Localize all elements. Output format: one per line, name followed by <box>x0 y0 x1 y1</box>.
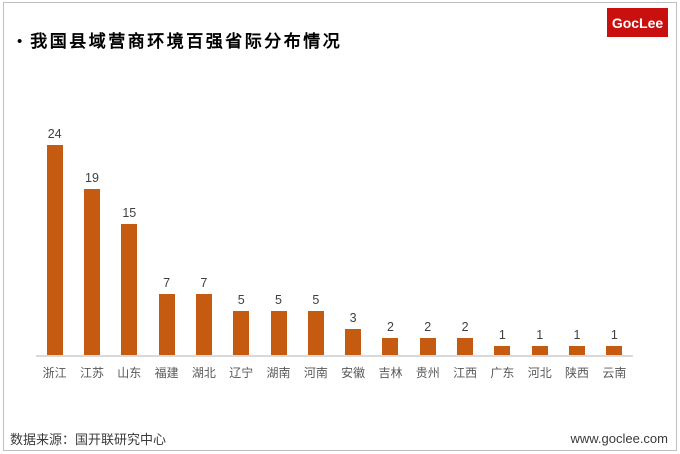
category-label: 河北 <box>527 366 552 380</box>
bar <box>345 328 362 355</box>
category-label: 辽宁 <box>229 366 254 380</box>
bar-column: 1 <box>596 120 633 355</box>
data-source-text: 数据来源：国开联研究中心 <box>10 432 167 447</box>
x-axis-line <box>36 355 633 357</box>
bar <box>382 337 399 355</box>
bar-column: 24 <box>36 120 73 355</box>
category-label: 安徽 <box>341 366 366 380</box>
bar <box>419 337 436 355</box>
bar-column: 1 <box>484 120 521 355</box>
value-label: 3 <box>349 310 357 325</box>
category-label: 湖北 <box>191 366 216 380</box>
category-label: 贵州 <box>415 366 440 380</box>
value-label: 5 <box>312 293 320 308</box>
category-label: 山东 <box>117 366 142 380</box>
bar-column: 2 <box>372 120 409 355</box>
value-label: 5 <box>275 293 282 308</box>
bar <box>494 346 511 355</box>
bar-column: 7 <box>185 120 222 355</box>
bar <box>46 145 63 355</box>
category-label: 湖南 <box>266 366 291 380</box>
category-label: 浙江 <box>42 366 67 380</box>
bar-column: 19 <box>73 120 110 355</box>
category-label: 吉林 <box>378 366 403 380</box>
value-label: 19 <box>85 170 99 185</box>
bar <box>121 223 138 355</box>
value-label: 7 <box>200 275 208 290</box>
category-label: 河南 <box>303 366 328 380</box>
bars-area: 24 19 15 7 7 5 5 5 3 2 2 2 1 1 1 1 <box>36 120 633 355</box>
bar <box>195 293 212 355</box>
bar <box>457 337 474 355</box>
bar <box>569 346 586 355</box>
value-label: 1 <box>498 328 506 343</box>
category-axis: 浙江 江苏 山东 福建 湖北 辽宁 湖南 河南 安徽 吉林 贵州 江西 广东 河北 陕西 云南 <box>36 357 633 381</box>
value-label: 5 <box>237 293 245 308</box>
value-label: 2 <box>424 319 432 334</box>
bar-column: 15 <box>111 120 148 355</box>
bar <box>531 346 548 355</box>
category-label: 云南 <box>602 366 627 380</box>
goclee-logo: GocLee <box>607 8 668 37</box>
value-label: 15 <box>122 205 137 220</box>
value-label: 1 <box>573 328 581 343</box>
category-label: 江西 <box>453 366 478 380</box>
bar <box>606 346 623 355</box>
bullet-icon: • <box>17 33 23 50</box>
bar-column: 2 <box>446 120 483 355</box>
bar-column: 7 <box>148 120 185 355</box>
value-label: 1 <box>536 328 544 343</box>
category-label: 陕西 <box>565 366 590 380</box>
bar-chart: 24 19 15 7 7 5 5 5 3 2 2 2 1 1 1 1 浙江 江苏 山东 福建 湖北 辽宁 湖南 河南 安徽 吉林… <box>36 120 633 381</box>
bar-column: 1 <box>558 120 595 355</box>
value-label: 2 <box>461 319 469 334</box>
bar-column: 5 <box>223 120 260 355</box>
bar <box>83 188 100 355</box>
bar-column: 3 <box>335 120 372 355</box>
bar-column: 1 <box>521 120 558 355</box>
title-row: • 我国县域营商环境百强省际分布情况 <box>17 33 342 51</box>
value-label: 7 <box>163 275 171 290</box>
category-label: 福建 <box>154 366 179 380</box>
footer: 数据来源：国开联研究中心 www.goclee.com <box>10 429 668 448</box>
category-label: 江苏 <box>79 366 104 380</box>
bar <box>307 311 324 355</box>
bar <box>158 293 175 355</box>
website-url: www.goclee.com <box>570 431 668 446</box>
bar <box>270 311 287 355</box>
goclee-logo-text: GocLee <box>611 14 664 31</box>
value-label: 24 <box>47 127 62 141</box>
bar <box>233 311 250 355</box>
bar-column: 2 <box>409 120 446 355</box>
value-label: 2 <box>386 319 394 334</box>
bar-column: 5 <box>260 120 297 355</box>
bar-column: 5 <box>297 120 334 355</box>
value-label: 1 <box>610 328 618 343</box>
page-title: 我国县域营商环境百强省际分布情况 <box>30 32 343 51</box>
category-label: 广东 <box>490 366 515 380</box>
